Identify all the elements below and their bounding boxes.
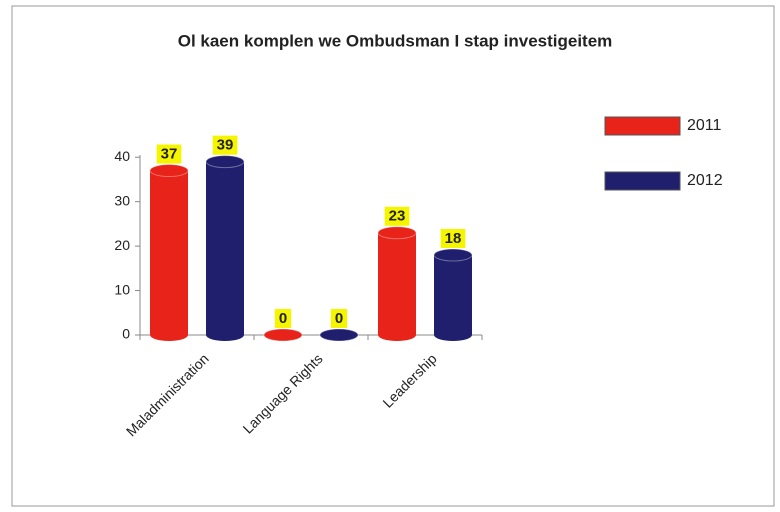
- value-label-bg: [212, 135, 238, 155]
- y-tick-label: 10: [114, 281, 130, 297]
- value-label-bg: [274, 308, 292, 328]
- value-label-bg: [384, 206, 410, 226]
- legend-label: 2012: [687, 172, 723, 189]
- y-tick-label: 0: [122, 326, 130, 342]
- bar-top: [205, 155, 245, 169]
- y-tick-label: 20: [114, 237, 130, 253]
- value-label: 0: [279, 310, 287, 327]
- legend-swatch: [604, 171, 681, 191]
- bar: [206, 161, 244, 335]
- bar: [150, 170, 188, 335]
- value-label: 37: [161, 146, 178, 163]
- legend-label: 2011: [687, 117, 722, 134]
- bar-top: [263, 328, 303, 342]
- legend-swatch: [604, 116, 681, 136]
- bar: [434, 255, 472, 335]
- y-tick-label: 40: [114, 148, 130, 164]
- bar: [378, 232, 416, 335]
- bar-top: [433, 248, 473, 262]
- value-label: 0: [335, 310, 343, 327]
- value-label: 18: [445, 230, 462, 247]
- value-label: 39: [217, 137, 234, 154]
- bar-top: [319, 328, 359, 342]
- bar-top: [149, 164, 189, 178]
- value-label: 23: [389, 208, 406, 225]
- value-label-bg: [440, 228, 466, 248]
- chart-title: Ol kaen komplen we Ombudsman I stap inve…: [178, 31, 613, 50]
- value-label-bg: [330, 308, 348, 328]
- value-label-bg: [156, 144, 182, 164]
- y-tick-label: 30: [114, 192, 130, 208]
- bar-top: [377, 226, 417, 240]
